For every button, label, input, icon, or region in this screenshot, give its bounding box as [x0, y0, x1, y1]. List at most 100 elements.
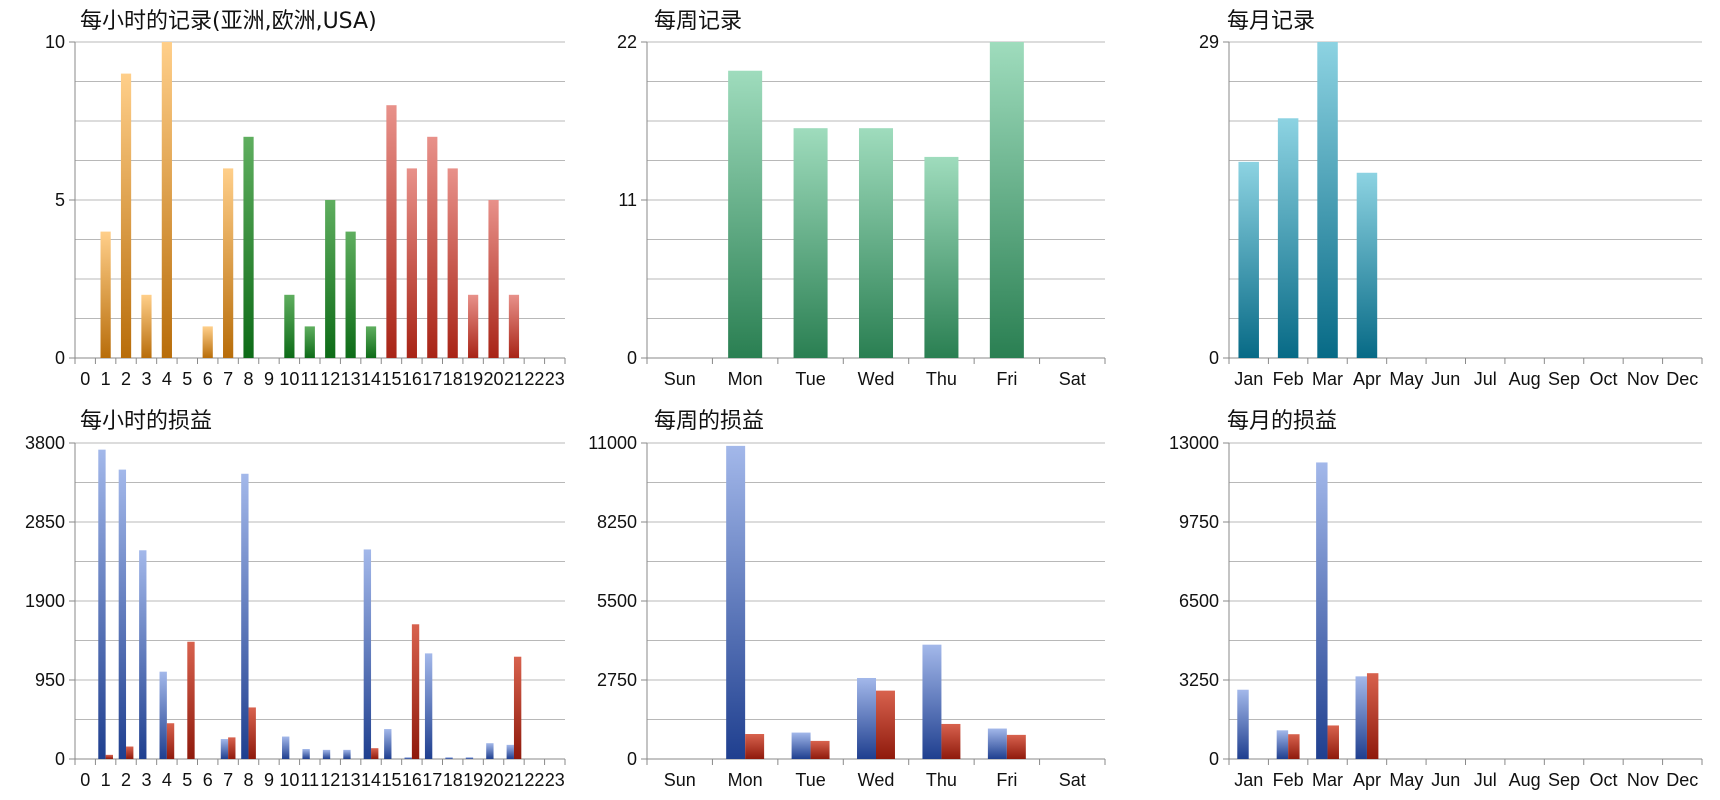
bar-12 — [325, 200, 336, 358]
bar-series1-17 — [424, 653, 433, 759]
bar-series2-14 — [371, 748, 379, 759]
y-tick-label: 2750 — [597, 670, 637, 690]
x-tick-label: 10 — [279, 369, 299, 389]
bar-Apr — [1356, 172, 1378, 358]
chart-title: 每小时的记录(亚洲,欧洲,USA) — [80, 9, 377, 34]
x-tick-label: 17 — [422, 369, 442, 389]
bar-17 — [427, 136, 438, 358]
bar-series2-7 — [228, 737, 236, 759]
x-tick-label: Fri — [996, 770, 1017, 790]
bar-series2-Mar — [1327, 725, 1339, 759]
y-tick-label: 0 — [627, 749, 637, 769]
x-tick-label: 13 — [341, 369, 361, 389]
x-tick-label: Thu — [926, 369, 957, 389]
x-tick-label: 18 — [443, 770, 463, 790]
bar-series2-1 — [105, 754, 113, 759]
chart-2: 每周记录 0 11 22 Sun Mon Tue Wed Thu Fri Sat — [617, 9, 1106, 389]
x-tick-label: 19 — [463, 770, 483, 790]
x-tick-label: Nov — [1627, 770, 1659, 790]
bar-8 — [243, 136, 254, 358]
bar-series2-Feb — [1288, 734, 1300, 759]
x-tick-label: 10 — [279, 770, 299, 790]
bar-11 — [304, 326, 315, 358]
bar-Tue — [793, 128, 828, 358]
x-tick-label: 4 — [162, 369, 172, 389]
x-tick-label: Wed — [858, 369, 895, 389]
bar-series1-19 — [465, 757, 474, 759]
bar-Jan — [1238, 161, 1259, 358]
x-tick-label: Mon — [728, 770, 763, 790]
bar-series1-14 — [363, 549, 372, 759]
bar-10 — [284, 294, 295, 358]
bar-4 — [161, 42, 172, 358]
bar-18 — [447, 168, 458, 358]
x-tick-label: Oct — [1589, 369, 1617, 389]
bar-series1-11 — [302, 749, 310, 759]
bar-3 — [141, 294, 152, 358]
bar-series2-Mon — [745, 734, 765, 759]
x-tick-label: 20 — [484, 369, 504, 389]
x-tick-label: 16 — [402, 770, 422, 790]
bar-6 — [202, 326, 213, 358]
x-tick-label: Tue — [795, 770, 825, 790]
y-tick-label: 5500 — [597, 591, 637, 611]
bar-series1-13 — [343, 749, 351, 759]
bar-1 — [100, 231, 111, 358]
x-tick-label: 16 — [402, 369, 422, 389]
x-tick-label: 0 — [80, 770, 90, 790]
bar-series1-18 — [445, 757, 453, 759]
bar-series1-2 — [118, 469, 127, 759]
bar-series1-1 — [98, 449, 106, 759]
x-tick-label: Nov — [1627, 369, 1659, 389]
bar-series2-21 — [513, 656, 522, 759]
x-tick-label: Mar — [1312, 770, 1343, 790]
bar-Fri — [989, 42, 1024, 358]
chart-title: 每小时的损益 — [80, 409, 212, 434]
x-tick-label: 9 — [264, 369, 274, 389]
x-tick-label: 23 — [545, 770, 565, 790]
x-tick-label: Jan — [1234, 369, 1263, 389]
x-tick-label: Sep — [1548, 369, 1580, 389]
x-tick-label: Apr — [1353, 369, 1381, 389]
x-tick-label: 1 — [101, 369, 111, 389]
y-tick-label: 13000 — [1169, 433, 1219, 453]
x-tick-label: 15 — [381, 369, 401, 389]
bar-series1-15 — [384, 729, 392, 759]
bar-series1-21 — [506, 744, 514, 759]
x-tick-label: 9 — [264, 770, 274, 790]
chart-title: 每月记录 — [1227, 9, 1315, 34]
bar-series2-8 — [248, 707, 256, 759]
x-tick-label: 4 — [162, 770, 172, 790]
chart-6: 每月的损益 0 3250 6500 9750 13000 Jan Feb Mar Apr May Ju… — [1169, 409, 1703, 790]
x-tick-label: Dec — [1666, 770, 1698, 790]
x-tick-label: 12 — [320, 770, 340, 790]
x-tick-label: Oct — [1589, 770, 1617, 790]
x-tick-label: 17 — [422, 770, 442, 790]
x-tick-label: Sun — [664, 770, 696, 790]
x-tick-label: Jun — [1431, 770, 1460, 790]
y-tick-label: 8250 — [597, 512, 637, 532]
bar-series1-Jan — [1237, 689, 1249, 759]
x-tick-label: 2 — [121, 369, 131, 389]
x-tick-label: 22 — [524, 770, 544, 790]
y-tick-label: 22 — [617, 32, 637, 52]
x-tick-label: 14 — [361, 369, 381, 389]
bar-series1-4 — [159, 671, 167, 759]
x-tick-label: 3 — [141, 770, 151, 790]
bar-Wed — [858, 128, 894, 358]
x-tick-label: 8 — [244, 369, 254, 389]
x-tick-label: 18 — [443, 369, 463, 389]
x-tick-label: 6 — [203, 369, 213, 389]
bar-series2-4 — [166, 723, 175, 759]
x-tick-label: 23 — [545, 369, 565, 389]
bar-series2-2 — [126, 746, 134, 759]
x-tick-label: 12 — [320, 369, 340, 389]
x-tick-label: Jun — [1431, 369, 1460, 389]
bar-2 — [120, 73, 132, 358]
bar-14 — [365, 326, 377, 358]
bar-series1-10 — [282, 736, 290, 759]
x-tick-label: Apr — [1353, 770, 1381, 790]
y-tick-label: 1900 — [25, 591, 65, 611]
